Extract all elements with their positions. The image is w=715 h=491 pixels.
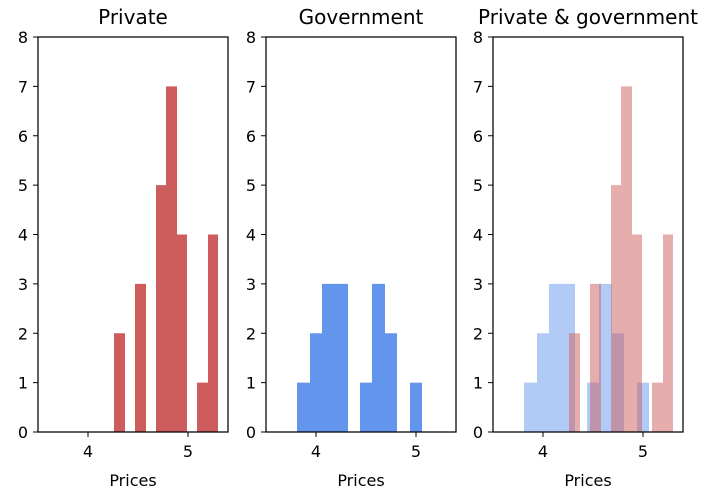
panel-title-private-and-government: Private & government xyxy=(478,5,698,29)
x-tick-label: 5 xyxy=(183,442,193,461)
histogram-bar xyxy=(524,382,537,433)
histogram-bar xyxy=(599,283,612,433)
y-tick-label: 8 xyxy=(246,28,256,47)
y-tick-label: 6 xyxy=(18,127,28,146)
histogram-bar xyxy=(537,333,549,432)
panel-title-government: Government xyxy=(299,5,424,29)
x-axis-label: Prices xyxy=(109,471,156,490)
histogram-bar xyxy=(410,382,422,433)
histogram-bar xyxy=(310,333,322,432)
y-tick-label: 8 xyxy=(18,28,28,47)
histogram-bar xyxy=(360,382,372,433)
histogram-bar xyxy=(156,185,166,433)
histogram-bar xyxy=(208,234,218,432)
histogram-bar xyxy=(385,333,397,432)
histogram-bar xyxy=(621,86,632,433)
x-tick-label: 5 xyxy=(638,442,648,461)
histogram-bar xyxy=(652,382,663,433)
y-tick-label: 3 xyxy=(18,275,28,294)
y-tick-label: 1 xyxy=(18,374,28,393)
histogram-bar xyxy=(135,283,146,433)
y-tick-label: 5 xyxy=(473,176,483,195)
histogram-bar xyxy=(590,283,601,433)
y-tick-label: 4 xyxy=(246,226,256,245)
histogram-bar xyxy=(322,283,348,433)
y-tick-label: 3 xyxy=(473,275,483,294)
panel-private-and-government: 0 1 2 3 4 5 6 7 8 4 5 Prices Private & government xyxy=(473,5,698,490)
panel-private: 0 1 2 3 4 5 6 7 8 4 5 Prices Private xyxy=(18,5,229,490)
y-tick-label: 8 xyxy=(473,28,483,47)
y-tick-label: 7 xyxy=(473,77,483,96)
y-tick-label: 2 xyxy=(18,324,28,343)
x-tick-label: 4 xyxy=(83,442,93,461)
histogram-bar xyxy=(114,333,125,432)
panel-government: 0 1 2 3 4 5 6 7 8 4 5 Prices Government xyxy=(246,5,457,490)
histogram-bar xyxy=(297,382,310,433)
y-tick-label: 0 xyxy=(18,423,28,442)
y-tick-label: 4 xyxy=(473,226,483,245)
histogram-bar xyxy=(177,234,187,432)
panel-title-private: Private xyxy=(98,5,168,29)
histogram-bar xyxy=(372,283,385,433)
axes-frame xyxy=(265,36,457,433)
y-tick-label: 6 xyxy=(473,127,483,146)
x-axis-label: Prices xyxy=(337,471,384,490)
histogram-bar xyxy=(166,86,177,433)
y-tick-label: 2 xyxy=(246,324,256,343)
histogram-bar xyxy=(663,234,673,432)
axes-frame xyxy=(492,36,684,433)
y-tick-label: 2 xyxy=(473,324,483,343)
y-tick-label: 6 xyxy=(246,127,256,146)
y-tick-label: 1 xyxy=(246,374,256,393)
x-axis-label: Prices xyxy=(564,471,611,490)
x-tick-label: 5 xyxy=(411,442,421,461)
histogram-bar xyxy=(197,382,208,433)
y-tick-label: 5 xyxy=(246,176,256,195)
y-tick-label: 0 xyxy=(246,423,256,442)
axes-frame xyxy=(37,36,229,433)
y-tick-label: 7 xyxy=(18,77,28,96)
y-tick-label: 1 xyxy=(473,374,483,393)
y-tick-label: 3 xyxy=(246,275,256,294)
histogram-bar xyxy=(632,234,642,432)
x-tick-label: 4 xyxy=(538,442,548,461)
histogram-bar xyxy=(611,185,621,433)
y-tick-label: 0 xyxy=(473,423,483,442)
y-tick-label: 7 xyxy=(246,77,256,96)
histogram-bar xyxy=(569,333,580,432)
y-tick-label: 5 xyxy=(18,176,28,195)
y-tick-label: 4 xyxy=(18,226,28,245)
x-tick-label: 4 xyxy=(311,442,321,461)
